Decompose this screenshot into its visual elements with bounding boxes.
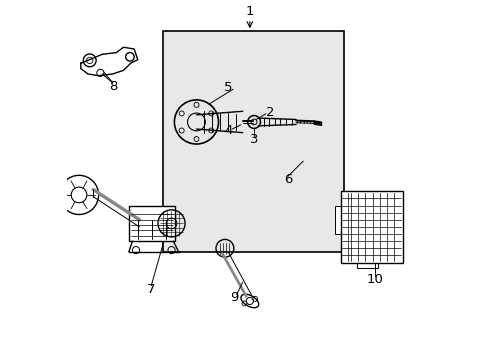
Text: 1: 1	[245, 5, 254, 18]
Text: 9: 9	[229, 291, 238, 304]
Text: 10: 10	[366, 273, 383, 286]
Text: 2: 2	[265, 106, 274, 119]
Bar	[335, 206, 342, 234]
Bar	[128, 206, 175, 241]
Bar	[163, 31, 344, 252]
Text: 4: 4	[224, 124, 232, 138]
Text: 5: 5	[224, 81, 232, 94]
Bar	[340, 192, 402, 262]
Text: 3: 3	[249, 132, 258, 145]
Text: 8: 8	[108, 80, 117, 93]
Text: 7: 7	[147, 283, 155, 296]
Text: 6: 6	[283, 174, 291, 186]
Bar	[356, 261, 377, 268]
Ellipse shape	[241, 294, 258, 308]
